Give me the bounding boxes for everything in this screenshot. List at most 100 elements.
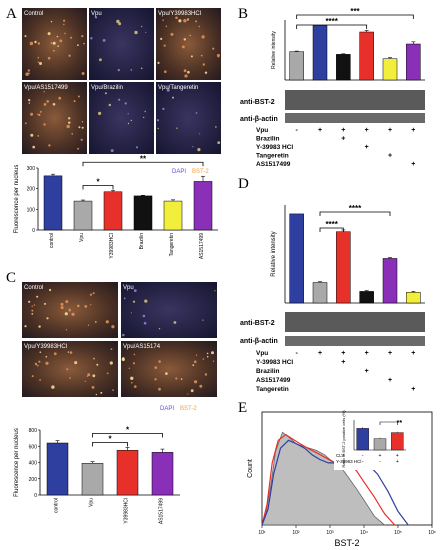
- bar-chart-b: Relative intensity*******: [271, 7, 425, 81]
- cell-spot: [195, 20, 198, 23]
- cell-spot: [95, 321, 97, 323]
- cell-spot: [144, 110, 147, 113]
- cell-spot: [68, 54, 71, 57]
- cell-spot: [92, 292, 95, 295]
- inset-bar: [356, 428, 369, 451]
- x-tick-label: 10¹: [258, 530, 266, 536]
- y-tick-label: 100: [27, 207, 36, 213]
- histogram-line: [261, 439, 409, 526]
- cell-spot: [212, 360, 215, 362]
- cell-spot: [37, 61, 40, 63]
- y-axis-title: Relative intensity: [271, 31, 277, 69]
- stain-legend-c: DAPI BST-2: [160, 406, 197, 412]
- x-tick-label: 10⁴: [360, 530, 368, 536]
- bar: [382, 258, 398, 304]
- stain-legend-a: DAPI BST-2: [172, 169, 209, 175]
- significance-label: ****: [325, 220, 338, 229]
- cell-spot: [157, 127, 159, 130]
- cell-spot: [87, 324, 90, 326]
- cell-spot: [158, 328, 161, 330]
- cell-spot: [142, 314, 146, 318]
- cell-spot: [68, 121, 71, 124]
- bar: [406, 292, 421, 304]
- cell-spot: [194, 360, 197, 364]
- y-tick-label: 0: [34, 493, 37, 499]
- treatment-mark: +: [365, 368, 369, 375]
- cell-spot: [217, 141, 221, 145]
- cell-spot: [45, 361, 49, 365]
- y-tick-label: 0: [32, 228, 35, 234]
- significance-bracket: [82, 185, 114, 190]
- cell-spot: [202, 358, 205, 360]
- cell-spot: [102, 39, 106, 42]
- cell-spot: [58, 96, 62, 100]
- y-tick-label: 300: [27, 166, 36, 172]
- cell-spot: [110, 149, 114, 153]
- treatment-mark: +: [341, 127, 345, 134]
- inset-row-label: CLV: [336, 453, 344, 458]
- cell-spot: [86, 375, 88, 377]
- treatment-row-label: Y-39983 HCl: [256, 359, 293, 366]
- bar: [133, 195, 153, 231]
- cell-spot: [29, 41, 34, 46]
- cell-spot: [31, 305, 33, 307]
- micrograph-tile: [22, 341, 118, 397]
- bar: [46, 442, 69, 496]
- cell-spot: [172, 96, 174, 99]
- cell-spot: [39, 379, 41, 381]
- cell-spot: [84, 380, 86, 382]
- cell-spot: [77, 147, 80, 150]
- category-label: Y39983HCl: [124, 498, 130, 524]
- significance-bracket: [296, 14, 414, 19]
- panel-label-d: D: [238, 176, 249, 192]
- x-tick-label: 10²: [292, 530, 300, 536]
- cell-spot: [77, 95, 80, 98]
- cell-spot: [28, 300, 31, 303]
- cell-spot: [81, 121, 84, 123]
- significance-label: ****: [325, 17, 338, 26]
- cell-spot: [24, 35, 27, 38]
- cell-spot: [47, 32, 51, 36]
- cell-spot: [204, 71, 208, 74]
- micrograph-grid-a: Control Vpu Vpu/Y39983HCl Vpu/AS1517499 Vpu/…: [22, 8, 221, 154]
- cell-spot: [98, 111, 102, 115]
- treatment-mark: +: [388, 127, 392, 134]
- cell-spot: [133, 353, 136, 356]
- cell-spot: [157, 61, 160, 64]
- cell-spot: [94, 16, 98, 19]
- bst2-label: BST-2: [180, 406, 197, 412]
- histogram-line: [261, 433, 396, 526]
- cell-spot: [187, 393, 189, 395]
- treatment-row-label: AS1517499: [256, 377, 291, 384]
- cell-spot: [216, 53, 220, 57]
- dapi-label: DAPI: [172, 169, 186, 175]
- cell-spot: [160, 37, 163, 41]
- cell-spot: [143, 321, 147, 325]
- cell-spot: [130, 312, 133, 314]
- cell-spot: [99, 58, 102, 62]
- cell-spot: [38, 325, 41, 328]
- cell-spot: [48, 144, 51, 147]
- category-label: AS1517499: [159, 498, 165, 524]
- cell-spot: [37, 56, 40, 59]
- cell-spot: [52, 41, 56, 45]
- cell-spot: [100, 391, 103, 394]
- inset-y-axis-title: Ratio of BST-2 positive cells (%): [341, 410, 346, 468]
- cell-spot: [215, 126, 217, 128]
- treatment-row-label: Brazilin: [256, 368, 280, 375]
- cell-spot: [118, 22, 122, 26]
- cell-spot: [68, 309, 71, 312]
- cell-spot: [127, 113, 129, 115]
- cell-spot: [112, 389, 114, 391]
- cell-spot: [133, 289, 137, 292]
- cell-spot: [87, 373, 91, 377]
- x-tick-label: 10³: [326, 530, 334, 536]
- cell-spot: [162, 19, 164, 22]
- cell-spot: [132, 300, 136, 303]
- cell-spot: [176, 127, 178, 129]
- cell-spot: [43, 103, 47, 106]
- micrograph-title: Vpu/AS1517499: [24, 85, 68, 91]
- cell-spot: [25, 72, 29, 76]
- cell-spot: [24, 325, 27, 328]
